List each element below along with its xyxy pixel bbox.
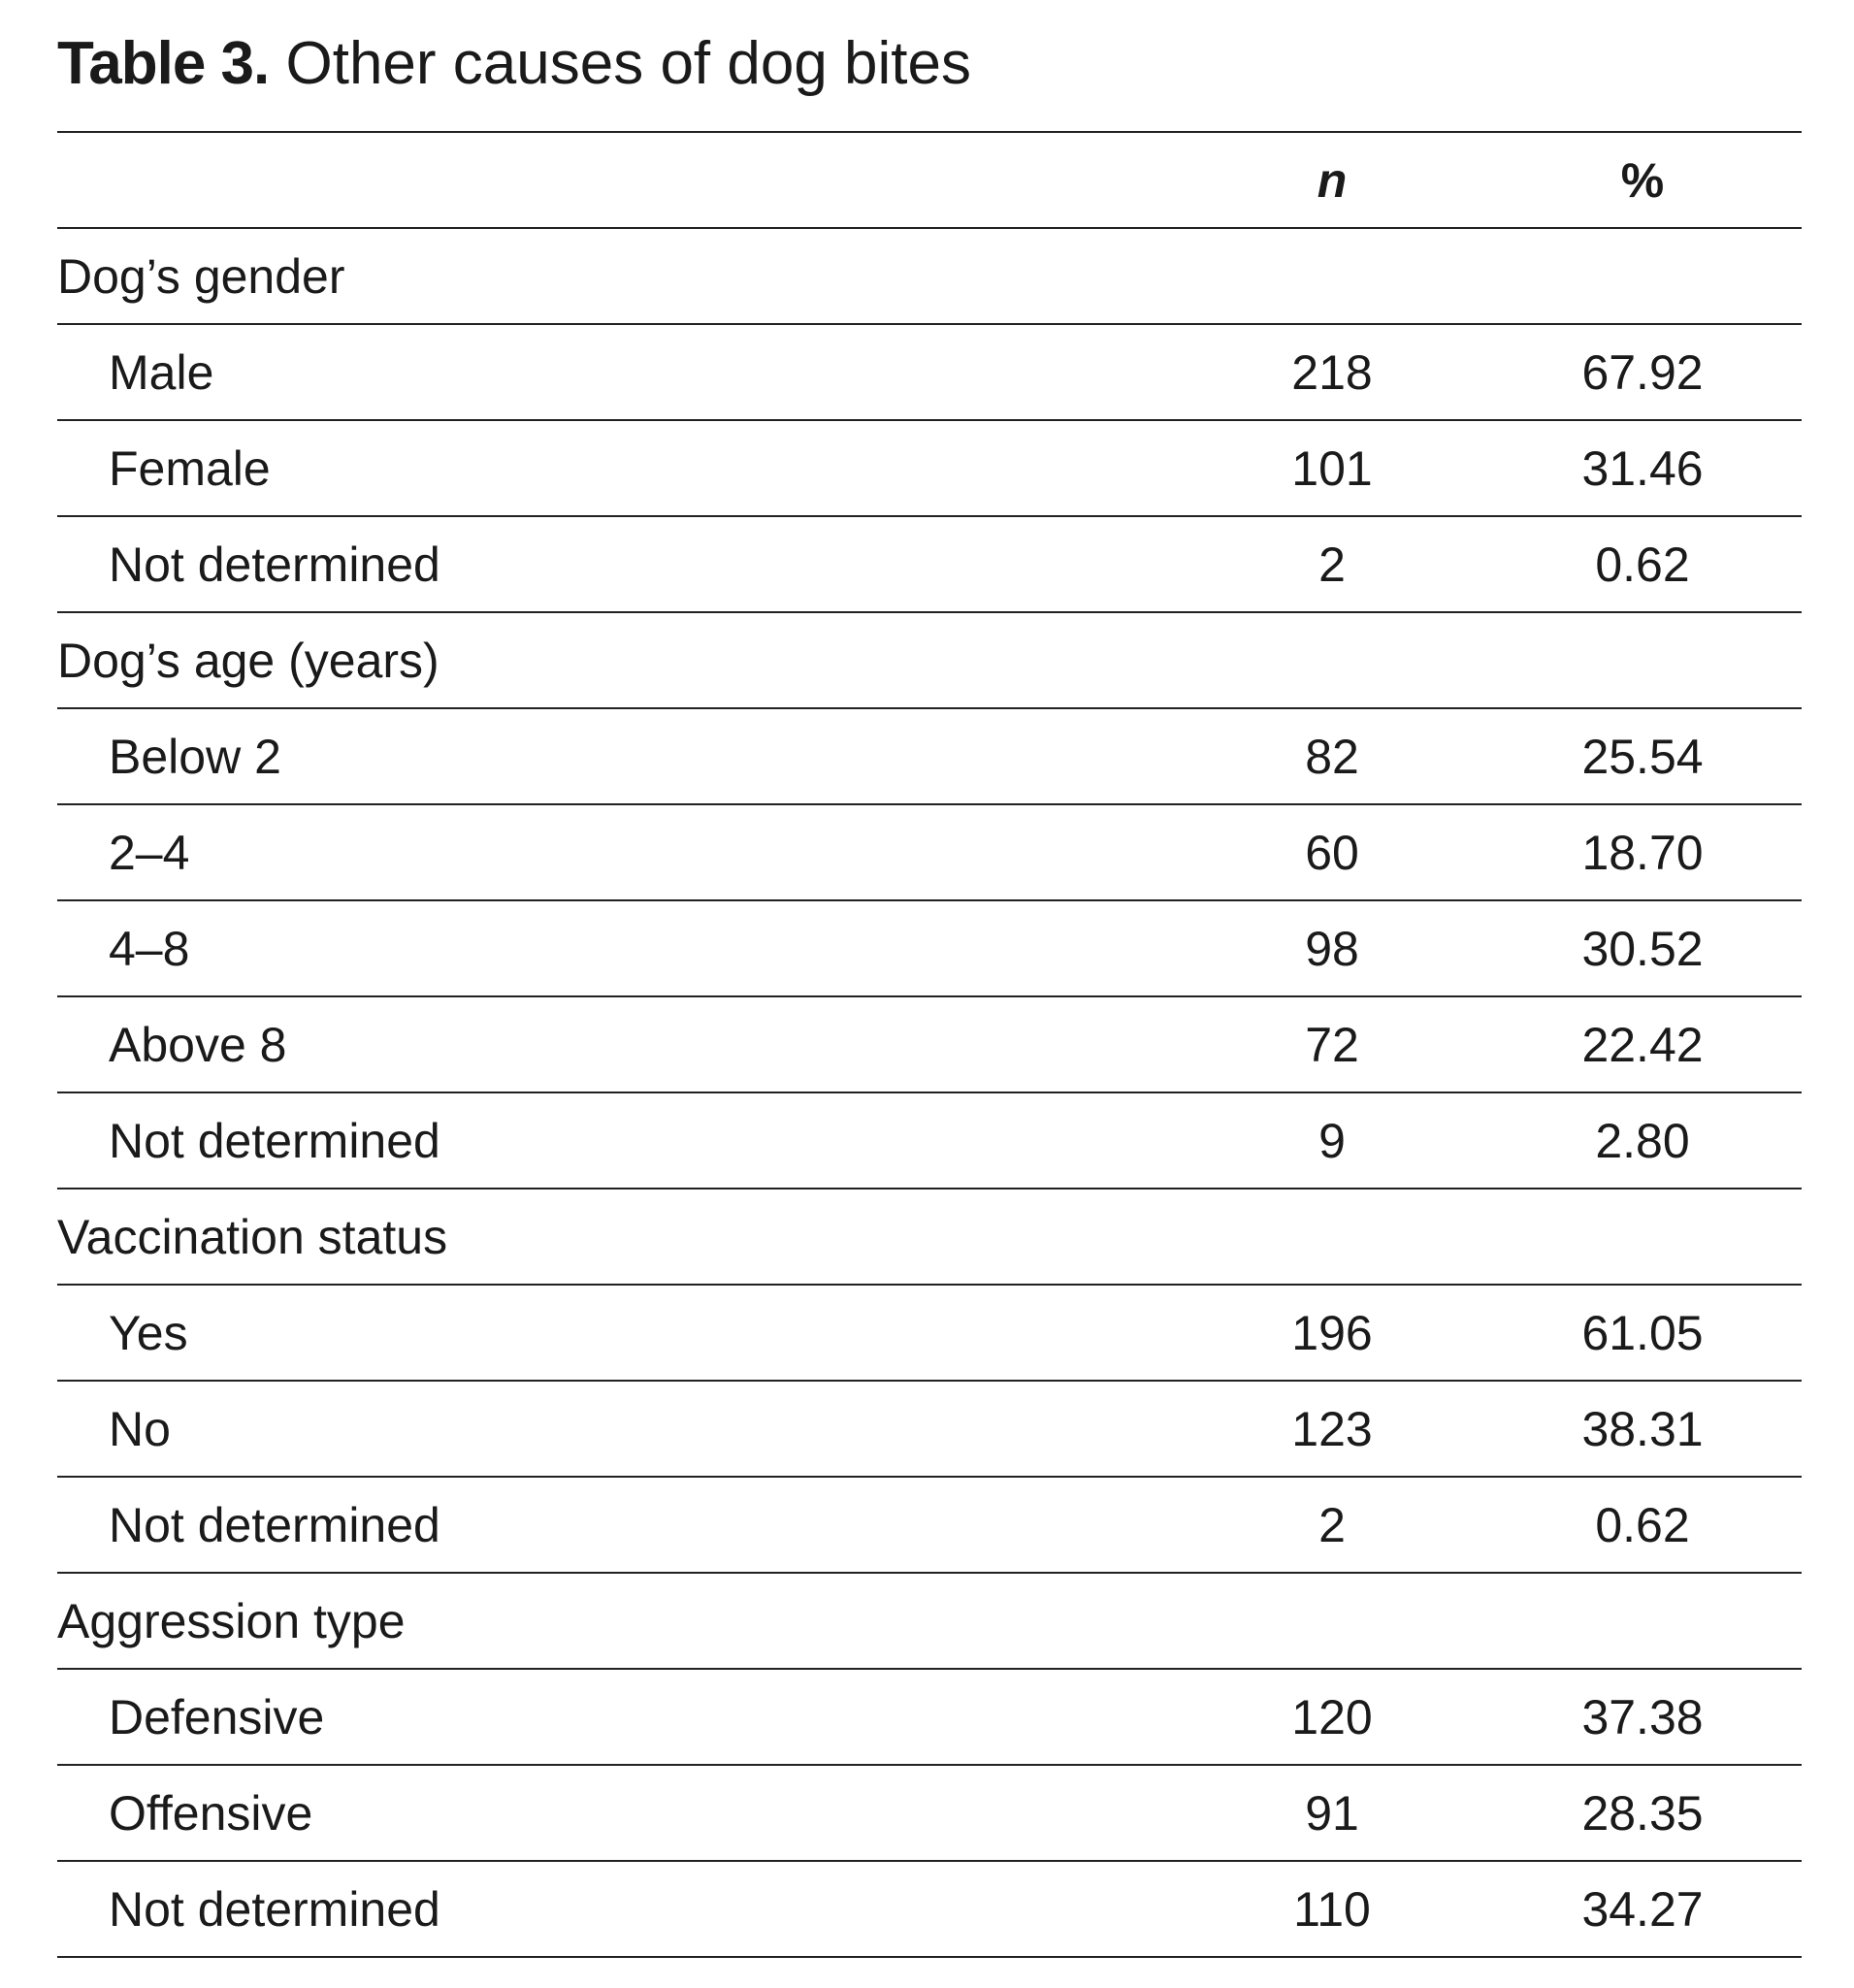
table-header-row: n % bbox=[57, 131, 1802, 227]
data-table: n % Dog’s gender Male 218 67.92 Female 101 31.… bbox=[57, 131, 1802, 1958]
table-row: 4–8 98 30.52 bbox=[57, 899, 1802, 995]
row-label: 4–8 bbox=[109, 921, 190, 976]
table-row: No 123 38.31 bbox=[57, 1380, 1802, 1476]
table-row: Above 8 72 22.42 bbox=[57, 995, 1802, 1092]
table-row: Offensive 91 28.35 bbox=[57, 1764, 1802, 1860]
table-number: Table 3. bbox=[57, 30, 270, 97]
table-row: Defensive 120 37.38 bbox=[57, 1668, 1802, 1764]
table-row: 2–4 60 18.70 bbox=[57, 803, 1802, 899]
table-row: Yes 196 61.05 bbox=[57, 1284, 1802, 1380]
row-label: 2–4 bbox=[109, 825, 190, 880]
table-row: Not determined 110 34.27 bbox=[57, 1860, 1802, 1958]
row-label: Male bbox=[109, 344, 214, 400]
row-label: Not determined bbox=[109, 1881, 440, 1937]
table-row: Below 2 82 25.54 bbox=[57, 707, 1802, 803]
group-label: Aggression type bbox=[57, 1593, 406, 1648]
row-label: Defensive bbox=[109, 1689, 325, 1744]
table-row: Female 101 31.46 bbox=[57, 419, 1802, 515]
table-row: Not determined 9 2.80 bbox=[57, 1092, 1802, 1188]
table-row: Not determined 2 0.62 bbox=[57, 515, 1802, 611]
row-label: No bbox=[109, 1401, 171, 1456]
table-row: Male 218 67.92 bbox=[57, 323, 1802, 419]
group-label: Dog’s age (years) bbox=[57, 633, 439, 688]
group-row: Dog’s age (years) bbox=[57, 611, 1802, 707]
row-label: Not determined bbox=[109, 537, 440, 592]
row-label: Below 2 bbox=[109, 729, 281, 784]
row-label: Female bbox=[109, 440, 271, 496]
row-label: Yes bbox=[109, 1305, 188, 1360]
group-row: Dog’s gender bbox=[57, 227, 1802, 323]
row-label: Not determined bbox=[109, 1497, 440, 1552]
row-label: Above 8 bbox=[109, 1017, 287, 1072]
group-row: Vaccination status bbox=[57, 1188, 1802, 1284]
table-caption: Other causes of dog bites bbox=[269, 30, 972, 97]
table-title: Table 3. Other causes of dog bites bbox=[57, 29, 971, 98]
table-row: Not determined 2 0.62 bbox=[57, 1476, 1802, 1572]
group-row: Aggression type bbox=[57, 1572, 1802, 1668]
row-label: Not determined bbox=[109, 1113, 440, 1168]
row-label: Offensive bbox=[109, 1785, 313, 1841]
group-label: Vaccination status bbox=[57, 1209, 448, 1264]
group-label: Dog’s gender bbox=[57, 248, 345, 304]
